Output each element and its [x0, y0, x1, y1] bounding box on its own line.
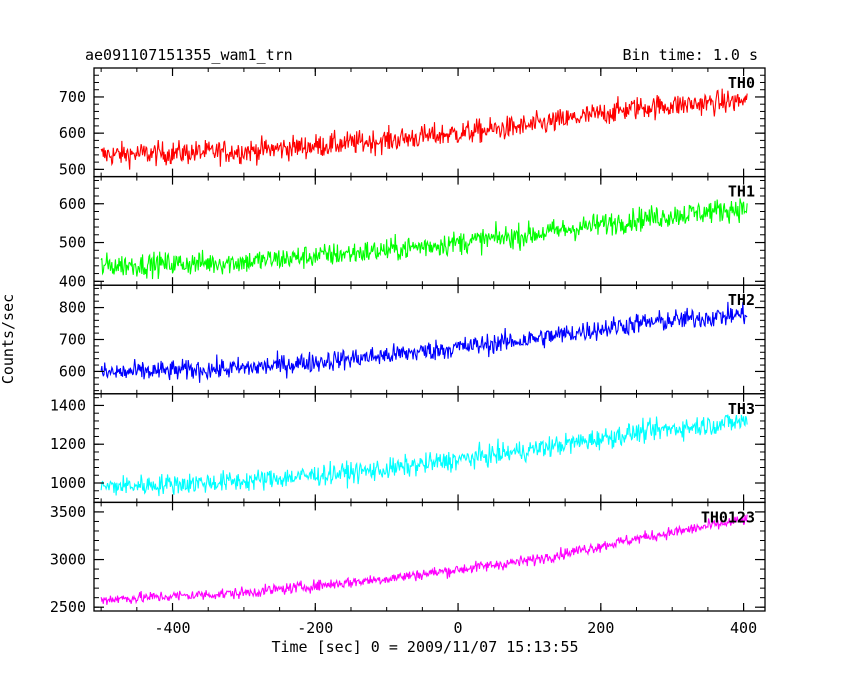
- y-tick-label: 500: [59, 234, 86, 252]
- series-line-th0123: [100, 514, 748, 605]
- chart-title: ae091107151355_wam1_trn: [85, 46, 293, 64]
- panel-frame-th2: [93, 284, 766, 395]
- panel-label-th3: TH3: [728, 400, 755, 418]
- panel-frame-th1: [93, 175, 766, 286]
- x-tick-label: -400: [154, 619, 190, 637]
- y-tick-label: 400: [59, 272, 86, 290]
- y-tick-label: 500: [59, 160, 86, 178]
- series-line-th1: [100, 198, 748, 280]
- y-tick-label: 2500: [50, 598, 86, 616]
- panel-label-th2: TH2: [728, 291, 755, 309]
- y-tick-label: 700: [59, 331, 86, 349]
- bin-time-label: Bin time: 1.0 s: [622, 46, 758, 64]
- y-tick-label: 1200: [50, 435, 86, 453]
- y-tick-label: 3500: [50, 503, 86, 521]
- y-axis-label: Counts/sec: [0, 293, 17, 385]
- y-tick-label: 3000: [50, 551, 86, 569]
- x-tick-label: -200: [297, 619, 333, 637]
- panel-frame-th0123: [93, 501, 766, 612]
- y-tick-label: 600: [59, 362, 86, 380]
- panel-label-th0123: TH0123: [701, 508, 755, 526]
- series-line-th0: [100, 88, 748, 170]
- series-line-th3: [100, 414, 748, 497]
- y-tick-label: 600: [59, 124, 86, 142]
- y-tick-label: 800: [59, 299, 86, 317]
- x-tick-label: 0: [454, 619, 463, 637]
- y-tick-label: 700: [59, 88, 86, 106]
- y-tick-label: 600: [59, 195, 86, 213]
- panel-label-th0: TH0: [728, 74, 755, 92]
- x-tick-label: 200: [587, 619, 614, 637]
- series-line-th2: [100, 301, 748, 383]
- y-tick-label: 1000: [50, 474, 86, 492]
- x-axis-label: Time [sec] 0 = 2009/11/07 15:13:55: [271, 638, 579, 656]
- x-tick-label: 400: [730, 619, 757, 637]
- y-tick-label: 1400: [50, 396, 86, 414]
- panel-frame-th3: [93, 393, 766, 504]
- panel-label-th1: TH1: [728, 183, 755, 201]
